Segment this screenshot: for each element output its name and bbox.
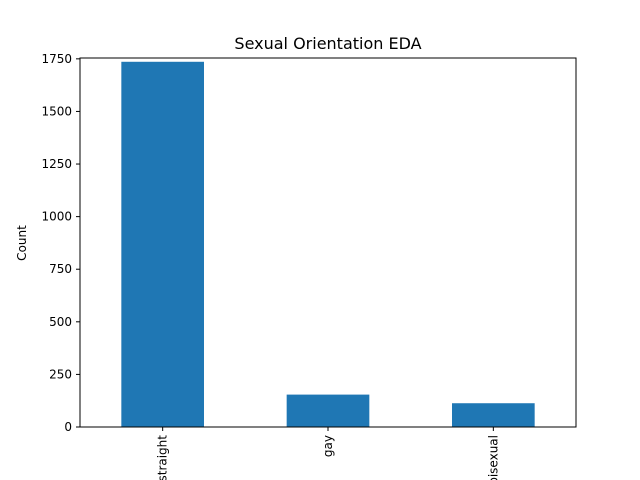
y-tick-label: 1500 — [41, 104, 72, 118]
chart-title: Sexual Orientation EDA — [234, 34, 421, 53]
y-tick-label: 1250 — [41, 157, 72, 171]
y-axis-ticks: 0 250 500 750 1000 1250 1500 1750 — [41, 52, 80, 434]
x-tick-label-gay: gay — [321, 435, 335, 457]
y-tick-label: 0 — [64, 420, 72, 434]
x-axis-ticks: straight gay bisexual — [156, 427, 500, 480]
bar-bisexual — [452, 403, 535, 427]
bars — [121, 61, 535, 427]
y-tick-label: 250 — [49, 367, 72, 381]
y-tick-label: 500 — [49, 315, 72, 329]
bar-gay — [286, 394, 370, 427]
y-tick-label: 1750 — [41, 52, 72, 66]
y-axis-label: Count — [15, 225, 29, 261]
x-tick-label-bisexual: bisexual — [486, 435, 500, 480]
y-tick-label: 750 — [49, 262, 72, 276]
plot-frame — [79, 57, 577, 428]
y-tick-label: 1000 — [41, 210, 72, 224]
x-tick-label-straight: straight — [156, 435, 170, 480]
bar-straight — [121, 61, 204, 427]
